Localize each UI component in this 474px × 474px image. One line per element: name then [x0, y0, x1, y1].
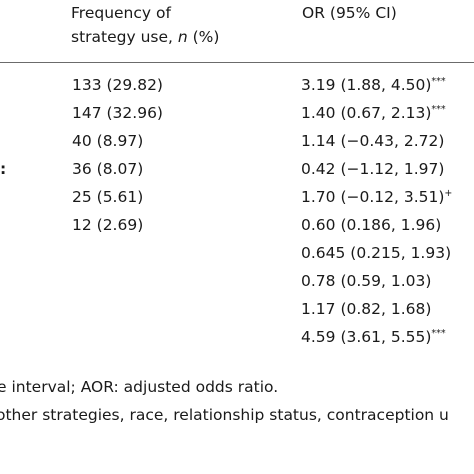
row-label-fragment: : [0, 160, 7, 178]
or-cell: 0.42 (−1.12, 1.97) [301, 159, 444, 179]
or-value: 0.42 (−1.12, 1.97) [301, 160, 445, 178]
significance-marker: + [444, 187, 453, 199]
header-rule [0, 62, 474, 63]
freq-cell: 147 (32.96) [72, 104, 163, 122]
freq-cell: 25 (5.61) [72, 188, 144, 206]
freq-cell: 133 (29.82) [72, 76, 163, 94]
header-frequency-n: n [177, 28, 188, 46]
or-cell: 0.78 (0.59, 1.03) [301, 271, 431, 291]
or-value: 0.78 (0.59, 1.03) [301, 272, 432, 290]
or-value: 3.19 (1.88, 4.50) [301, 76, 432, 94]
or-cell: 0.645 (0.215, 1.93) [301, 243, 451, 263]
or-value: 0.645 (0.215, 1.93) [301, 244, 452, 262]
significance-marker: *** [431, 75, 446, 87]
or-cell: 3.19 (1.88, 4.50)*** [301, 75, 446, 95]
significance-marker: *** [431, 103, 446, 115]
or-value: 4.59 (3.61, 5.55) [301, 328, 432, 346]
footnote-abbreviations: e interval; AOR: adjusted odds ratio. [0, 378, 279, 396]
or-value: 1.14 (−0.43, 2.72) [301, 132, 445, 150]
or-cell: 1.14 (−0.43, 2.72) [301, 131, 444, 151]
or-cell: 1.17 (0.82, 1.68) [301, 299, 431, 319]
or-value: 1.17 (0.82, 1.68) [301, 300, 432, 318]
significance-marker: *** [431, 327, 446, 339]
freq-cell: 36 (8.07) [72, 160, 144, 178]
or-cell: 1.70 (−0.12, 3.51)+ [301, 187, 452, 207]
freq-cell: 40 (8.97) [72, 132, 144, 150]
or-value: 0.60 (0.186, 1.96) [301, 216, 442, 234]
or-cell: 1.40 (0.67, 2.13)*** [301, 103, 446, 123]
freq-cell: 12 (2.69) [72, 216, 144, 234]
header-frequency-line1: Frequency of [71, 4, 171, 22]
or-cell: 0.60 (0.186, 1.96) [301, 215, 441, 235]
header-frequency: Frequency of strategy use, n (%) [71, 1, 219, 49]
header-or: OR (95% CI) [302, 4, 397, 22]
header-frequency-line2: strategy use, n (%) [71, 25, 219, 49]
header-frequency-line2-prefix: strategy use, [71, 28, 178, 46]
header-frequency-line2-suffix: (%) [187, 28, 220, 46]
or-value: 1.70 (−0.12, 3.51) [301, 188, 445, 206]
or-value: 1.40 (0.67, 2.13) [301, 104, 432, 122]
or-cell: 4.59 (3.61, 5.55)*** [301, 327, 446, 347]
footnote-adjustments: other strategies, race, relationship sta… [0, 406, 449, 424]
